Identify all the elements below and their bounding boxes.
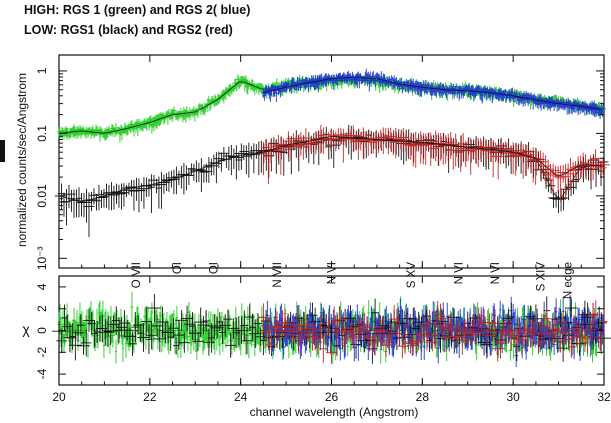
x-tick-label: 24 <box>234 390 248 404</box>
model-line <box>263 135 602 177</box>
edge-marker <box>0 140 5 162</box>
x-tick-label: 28 <box>416 390 430 404</box>
model-line <box>58 79 599 134</box>
x-tick-label: 30 <box>506 390 520 404</box>
series-rgs2-red- <box>257 124 610 202</box>
series-rgs-2-blue- <box>261 68 606 119</box>
series-rgs1-black- <box>54 124 609 238</box>
x-tick-label: 20 <box>52 390 66 404</box>
residual-rgs2-red- <box>257 300 608 364</box>
model-line <box>263 76 602 110</box>
x-tick-label: 22 <box>143 390 157 404</box>
chart-title-low: LOW: RGS1 (black) and RGS2 (red) <box>24 23 233 37</box>
data-layer <box>52 68 611 368</box>
x-tick-label: 26 <box>325 390 339 404</box>
chart-title-high: HIGH: RGS 1 (green) and RGS 2( blue) <box>24 3 251 17</box>
x-tick-label: 32 <box>597 390 611 404</box>
